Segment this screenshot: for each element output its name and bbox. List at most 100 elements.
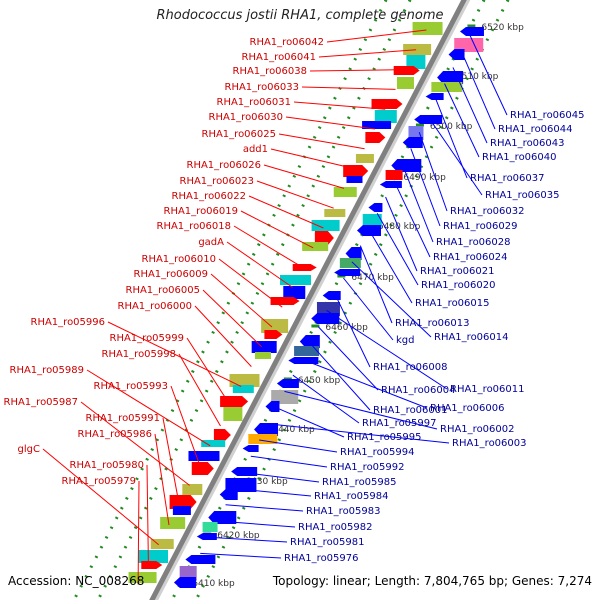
right-leader-line [242,471,320,483]
right-leader-line [351,261,432,338]
left-leader-line [202,289,263,348]
right-gene-label: RHA1_ro06003 [452,438,527,449]
gene-feature [261,319,289,333]
left-gene-label: RHA1_ro06023 [180,176,255,187]
right-leader-line [317,326,379,391]
gene-feature [333,187,357,197]
leader-layer [42,29,508,585]
left-leader-line [309,69,406,72]
gene-arrow [393,66,420,75]
right-leader-line [401,164,434,243]
gene-arrow [196,533,217,540]
gene-feature [138,550,168,563]
left-gene-label: RHA1_ro06030 [209,112,284,123]
gene-arrow [299,335,320,348]
left-gene-label: RHA1_ro06009 [134,269,209,280]
right-leader-line [309,342,371,411]
gene-feature [229,374,260,387]
right-gene-label: RHA1_ro06045 [510,110,585,121]
right-leader-line [217,520,296,528]
left-gene-label: RHA1_ro06026 [187,160,262,171]
gene-arrow [208,511,237,524]
gene-feature [412,22,443,35]
right-gene-label: RHA1_ro06001 [373,405,448,416]
kbp-tick-label: 6450 kbp [298,376,341,386]
right-gene-label: RHA1_ro06037 [470,173,545,184]
kbp-tick-label: 6500 kbp [430,122,473,132]
left-gene-label: RHA1_ro05993 [94,381,169,392]
right-gene-label: RHA1_ro06008 [373,362,448,373]
gene-feature [232,385,254,393]
right-leader-line [334,293,371,368]
left-leader-line [301,86,396,90]
right-leader-line [233,488,312,497]
left-leader-line [178,353,221,427]
left-gene-label: RHA1_ro06025 [202,129,277,140]
left-gene-label: RHA1_ro06033 [225,82,300,93]
genome-backbone [147,0,467,604]
right-leader-line [469,34,508,116]
left-gene-label: RHA1_ro06010 [142,254,217,265]
left-leader-line [42,448,160,546]
left-gene-label: RHA1_ro05989 [10,365,85,376]
gene-arrow [425,93,444,100]
label-layer: RHA1_ro06042 RHA1_ro06041 RHA1_ro06038 RHA1… [4,37,585,564]
gene-feature [311,220,340,231]
gene-feature [179,566,197,580]
right-gene-label: RHA1_ro06006 [430,403,505,414]
right-gene-label: RHA1_ro06029 [443,221,518,232]
right-gene-label: RHA1_ro05982 [298,522,373,533]
right-gene-label: RHA1_ro06021 [420,266,495,277]
gene-feature [431,82,463,92]
left-gene-label: RHA1_ro05991 [86,413,161,424]
right-leader-line [427,115,483,196]
kbp-tick-label: 6510 kbp [456,72,499,82]
left-gene-label: RHA1_ro06041 [242,52,317,63]
left-leader-line [146,464,149,565]
gene-arrow [345,247,362,260]
left-gene-label: RHA1_ro05987 [4,397,79,408]
right-gene-label: RHA1_ro06020 [421,280,496,291]
gene-feature [280,275,311,285]
gene-arrow [264,330,283,339]
gene-feature [160,517,186,529]
gene-arrow [270,297,300,305]
right-gene-label: RHA1_ro05997 [362,418,437,429]
gene-feature [294,346,320,356]
gene-arrow [191,462,214,475]
right-leader-line [208,536,288,543]
left-gene-label: RHA1_ro06022 [172,191,247,202]
gene-arrow [276,379,299,388]
right-gene-label: kgd [396,335,415,346]
gene-feature [302,242,329,251]
right-gene-label: RHA1_ro05981 [290,537,365,548]
gene-arrow [334,269,361,276]
left-leader-line [154,433,170,526]
right-gene-label: RHA1_ro06014 [434,332,509,343]
left-gene-label: RHA1_ro05986 [78,429,153,440]
kbp-tick-label: 6410 kbp [192,579,235,589]
right-leader-line [385,196,418,272]
gene-feature [374,110,397,123]
gene-feature [396,77,414,89]
gene-feature [182,484,203,495]
left-leader-line [318,49,417,58]
right-leader-line [343,277,394,341]
left-gene-label: RHA1_ro05980 [70,460,145,471]
gene-feature [316,302,340,316]
kbp-tick-label: 6470 kbp [351,273,394,283]
left-leader-line [326,29,427,43]
gene-arrow [391,159,422,172]
left-leader-line [233,225,304,269]
gene-feature [188,451,220,461]
kbp-tick-label: 6420 kbp [217,531,260,541]
left-gene-label: gadA [198,237,224,248]
left-gene-label: RHA1_ro06038 [233,66,308,77]
gene-feature [385,170,403,180]
gene-arrow [231,467,258,476]
right-leader-line [225,504,304,512]
genome-summary: Topology: linear; Length: 7,804,765 bp; … [272,574,592,588]
left-leader-line [285,116,375,130]
right-leader-line [200,552,282,559]
